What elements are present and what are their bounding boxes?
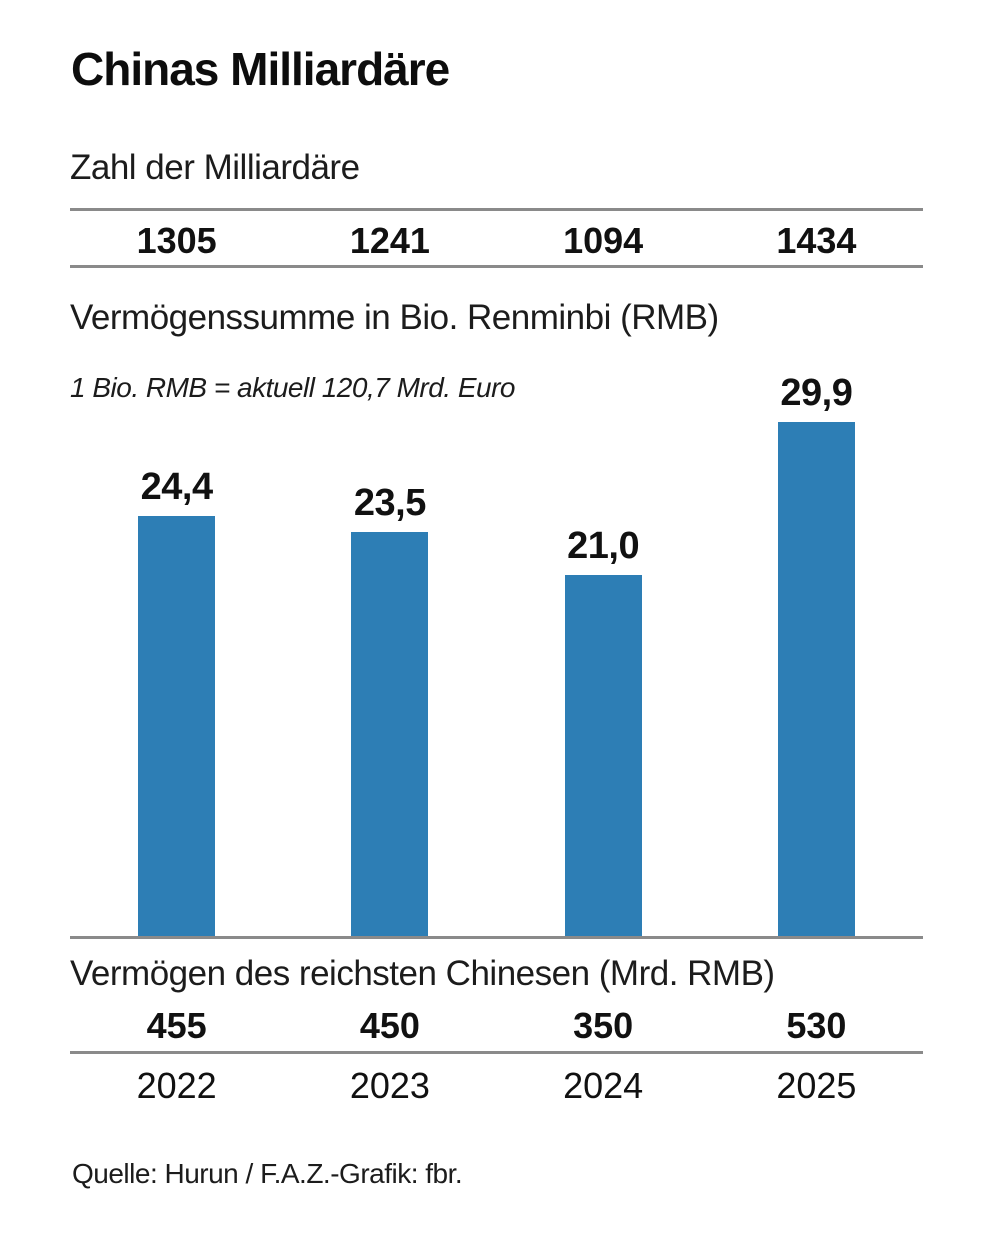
bar (777, 422, 855, 936)
bar-value-label: 23,5 (353, 482, 426, 524)
richest-chinese-value: 350 (573, 1005, 634, 1046)
year-label: 2022 (136, 1065, 217, 1106)
bar-value-label: 21,0 (567, 525, 640, 567)
billionaire-count-value: 1434 (776, 220, 857, 261)
richest-chinese-value: 455 (146, 1005, 207, 1046)
bar-column: 21,0 (497, 525, 710, 936)
divider-line (70, 1051, 923, 1054)
richest-chinese-value: 450 (359, 1005, 420, 1046)
year-label: 2023 (349, 1065, 430, 1106)
source-credit: Quelle: Hurun / F.A.Z.-Grafik: fbr. (72, 1158, 463, 1189)
year-label: 2024 (563, 1065, 644, 1106)
year-label: 2025 (776, 1065, 857, 1106)
divider-line (70, 208, 923, 211)
bar (351, 532, 429, 936)
billionaire-count-row: 1305 1241 1094 1434 (70, 219, 923, 263)
bar (564, 575, 642, 936)
exchange-rate-note: 1 Bio. RMB = aktuell 120,7 Mrd. Euro (70, 372, 516, 403)
page-title: Chinas Milliardäre (71, 43, 450, 95)
bar-value-label: 24,4 (140, 466, 213, 508)
richest-chinese-value: 530 (786, 1005, 847, 1046)
bar (138, 516, 216, 936)
chart-baseline (70, 936, 923, 939)
bar-chart: 24,4 23,5 21,0 29,9 (70, 368, 923, 936)
billionaire-count-value: 1241 (349, 220, 430, 261)
bar-column: 23,5 (283, 482, 496, 936)
bar-column: 24,4 (70, 466, 283, 936)
heading-wealth-sum: Vermögenssumme in Bio. Renminbi (RMB) (70, 298, 719, 337)
heading-richest-chinese: Vermögen des reichsten Chinesen (Mrd. RM… (70, 954, 775, 993)
richest-chinese-row: 455 450 350 530 (70, 1004, 923, 1048)
years-row: 2022 2023 2024 2025 (70, 1064, 923, 1108)
billionaire-count-value: 1094 (563, 220, 644, 261)
bar-column: 29,9 (710, 372, 923, 936)
bar-value-label: 29,9 (780, 372, 853, 414)
heading-billionaire-count: Zahl der Milliardäre (70, 148, 360, 187)
billionaire-count-value: 1305 (136, 220, 217, 261)
divider-line (70, 265, 923, 268)
